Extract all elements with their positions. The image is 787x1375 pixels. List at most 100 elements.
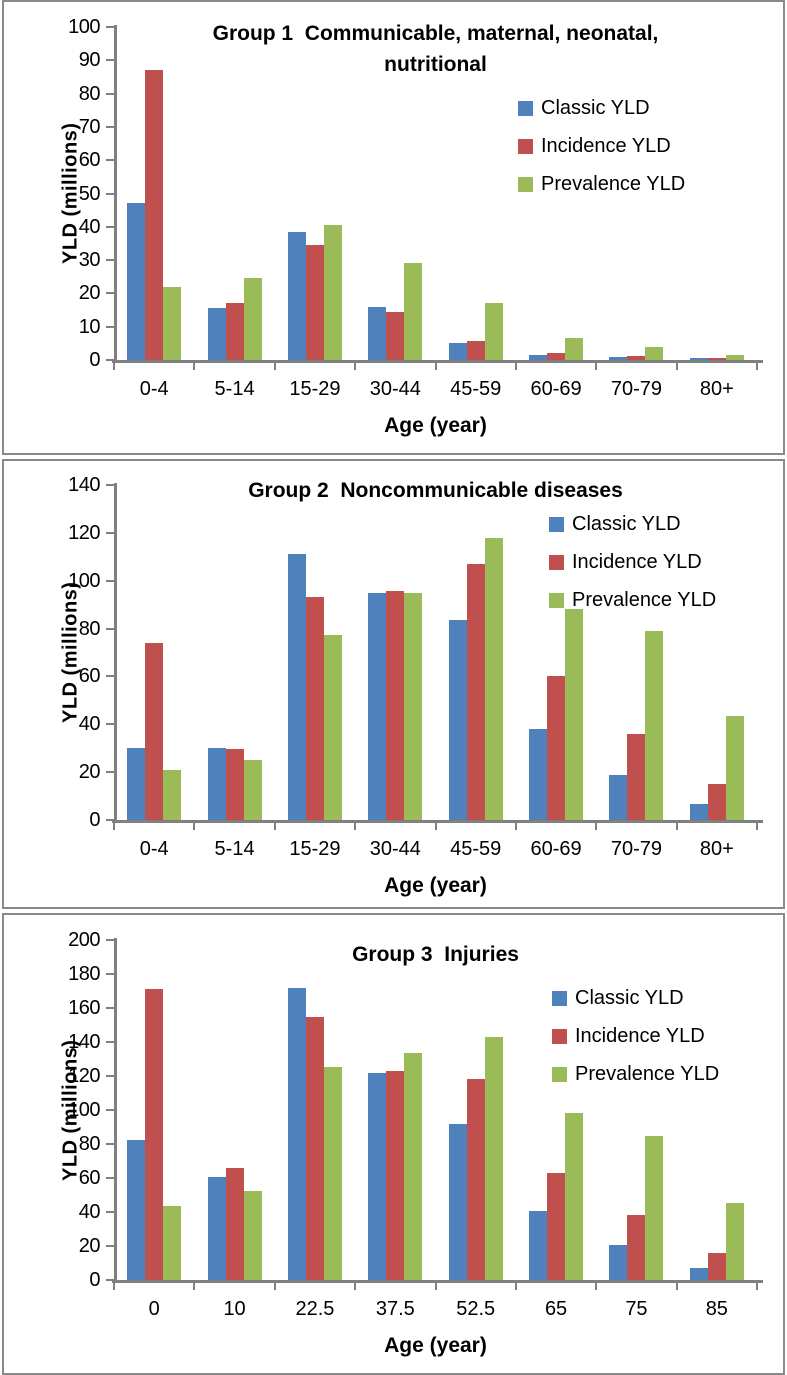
- y-tick-mark: [106, 819, 114, 821]
- y-tick-mark: [106, 59, 114, 62]
- y-tick-label: 120: [68, 521, 100, 544]
- x-tick-label: 0-4: [139, 838, 169, 860]
- x-tick-label: 10: [223, 1298, 246, 1320]
- y-tick-mark: [106, 1143, 114, 1145]
- x-tick-mark: [354, 823, 357, 830]
- bar-classic-yld-45-59: [448, 343, 467, 360]
- bar-incidence-yld-30-44: [386, 591, 405, 820]
- y-tick-mark: [106, 1279, 114, 1281]
- bar-incidence-yld-70-79: [627, 733, 646, 820]
- x-tick-mark: [354, 1283, 357, 1290]
- bar-classic-yld-37-5: [368, 1073, 387, 1280]
- y-tick-label: 100: [68, 16, 100, 38]
- bar-classic-yld-30-44: [368, 306, 387, 360]
- legend: Classic YLD Incidence YLD Prevalence YLD: [518, 97, 685, 211]
- y-tick-mark: [106, 723, 114, 726]
- y-tick-label: 80: [78, 617, 101, 640]
- y-tick-label: 80: [78, 82, 101, 105]
- y-tick-label: 90: [78, 49, 101, 72]
- x-tick-label: 70-79: [610, 378, 663, 400]
- y-tick-label: 100: [68, 1099, 100, 1121]
- y-tick-mark: [106, 627, 114, 630]
- legend-label: Prevalence YLD: [572, 588, 717, 611]
- x-tick-label: 15-29: [289, 838, 341, 860]
- x-axis-title: Age (year): [384, 1334, 487, 1357]
- x-tick-mark: [756, 363, 758, 370]
- legend-label: Incidence YLD: [575, 1024, 705, 1047]
- x-tick-label: 15-29: [289, 378, 341, 400]
- x-tick-mark: [193, 823, 196, 830]
- x-axis-title: Age (year): [384, 874, 487, 897]
- bar-classic-yld-10: [207, 1177, 226, 1280]
- legend-label: Prevalence YLD: [575, 1062, 720, 1085]
- x-tick-label: 80+: [699, 378, 734, 400]
- x-tick-label: 45-59: [450, 378, 502, 400]
- y-tick-label: 40: [78, 1201, 101, 1223]
- bar-incidence-yld-85: [707, 1252, 726, 1280]
- bar-classic-yld-5-14: [207, 308, 226, 360]
- bar-incidence-yld-70-79: [627, 356, 646, 360]
- y-tick-mark: [106, 1041, 114, 1043]
- legend-label: Incidence YLD: [572, 550, 702, 573]
- legend-label: Incidence YLD: [541, 134, 671, 157]
- incidence-yld-swatch-icon: [549, 554, 564, 570]
- chart-title: Group 1 Communicable, maternal, neonatal…: [212, 22, 659, 76]
- y-tick-label: 50: [78, 182, 101, 205]
- legend-item-classic-yld: Classic YLD: [549, 513, 716, 535]
- bar-prevalence-yld-15-29: [323, 225, 342, 360]
- y-tick-mark: [106, 579, 114, 582]
- bar-incidence-yld-0: [145, 989, 164, 1280]
- bar-incidence-yld-60-69: [547, 676, 566, 820]
- y-tick-label: 60: [78, 149, 101, 172]
- y-tick-mark: [106, 939, 114, 941]
- classic-yld-swatch-icon: [518, 100, 533, 116]
- x-axis-line: [112, 820, 763, 823]
- bar-classic-yld-85: [689, 1268, 708, 1280]
- x-tick-mark: [434, 1283, 437, 1290]
- legend-item-prevalence-yld: Prevalence YLD: [518, 173, 685, 195]
- incidence-yld-swatch-icon: [518, 138, 533, 154]
- bar-prevalence-yld-60-69: [565, 338, 584, 360]
- bar-prevalence-yld-70-79: [645, 347, 664, 360]
- bar-incidence-yld-37-5: [386, 1070, 405, 1280]
- x-tick-mark: [595, 363, 598, 370]
- bar-classic-yld-22-5: [287, 987, 306, 1280]
- legend: Classic YLD Incidence YLD Prevalence YLD: [552, 987, 719, 1101]
- bar-classic-yld-15-29: [287, 231, 306, 360]
- legend-item-prevalence-yld: Prevalence YLD: [552, 1063, 719, 1085]
- prevalence-yld-swatch-icon: [549, 592, 564, 608]
- y-tick-label: 80: [78, 1133, 101, 1155]
- y-tick-label: 60: [78, 1167, 101, 1189]
- x-tick-mark: [675, 363, 678, 370]
- y-tick-mark: [106, 973, 114, 975]
- y-tick-mark: [106, 531, 114, 534]
- y-tick-label: 140: [68, 474, 100, 496]
- y-tick-label: 100: [68, 569, 100, 592]
- bar-prevalence-yld-85: [725, 1202, 744, 1280]
- x-tick-mark: [113, 363, 115, 370]
- bar-prevalence-yld-65: [565, 1113, 584, 1280]
- x-tick-label: 70-79: [610, 838, 663, 860]
- prevalence-yld-swatch-icon: [552, 1066, 567, 1082]
- y-tick-mark: [106, 1007, 114, 1009]
- x-tick-mark: [675, 1283, 678, 1290]
- x-tick-label: 60-69: [530, 838, 582, 860]
- bar-classic-yld-80: [689, 358, 708, 360]
- y-tick-mark: [106, 92, 114, 95]
- bar-prevalence-yld-75: [645, 1136, 664, 1280]
- bar-incidence-yld-5-14: [225, 303, 244, 360]
- y-tick-label: 200: [68, 929, 100, 951]
- bar-classic-yld-0-4: [127, 203, 146, 360]
- x-tick-label: 0-4: [139, 378, 169, 400]
- bar-classic-yld-60-69: [529, 355, 548, 360]
- x-tick-label: 65: [544, 1298, 568, 1320]
- y-tick-label: 0: [89, 349, 100, 371]
- x-tick-mark: [273, 823, 276, 830]
- bar-classic-yld-15-29: [287, 554, 306, 820]
- x-tick-label: 5-14: [214, 378, 255, 400]
- x-tick-mark: [193, 1283, 196, 1290]
- y-tick-label: 60: [78, 665, 101, 688]
- legend-label: Prevalence YLD: [541, 172, 686, 195]
- bar-classic-yld-70-79: [609, 774, 628, 820]
- legend-item-incidence-yld: Incidence YLD: [549, 551, 716, 573]
